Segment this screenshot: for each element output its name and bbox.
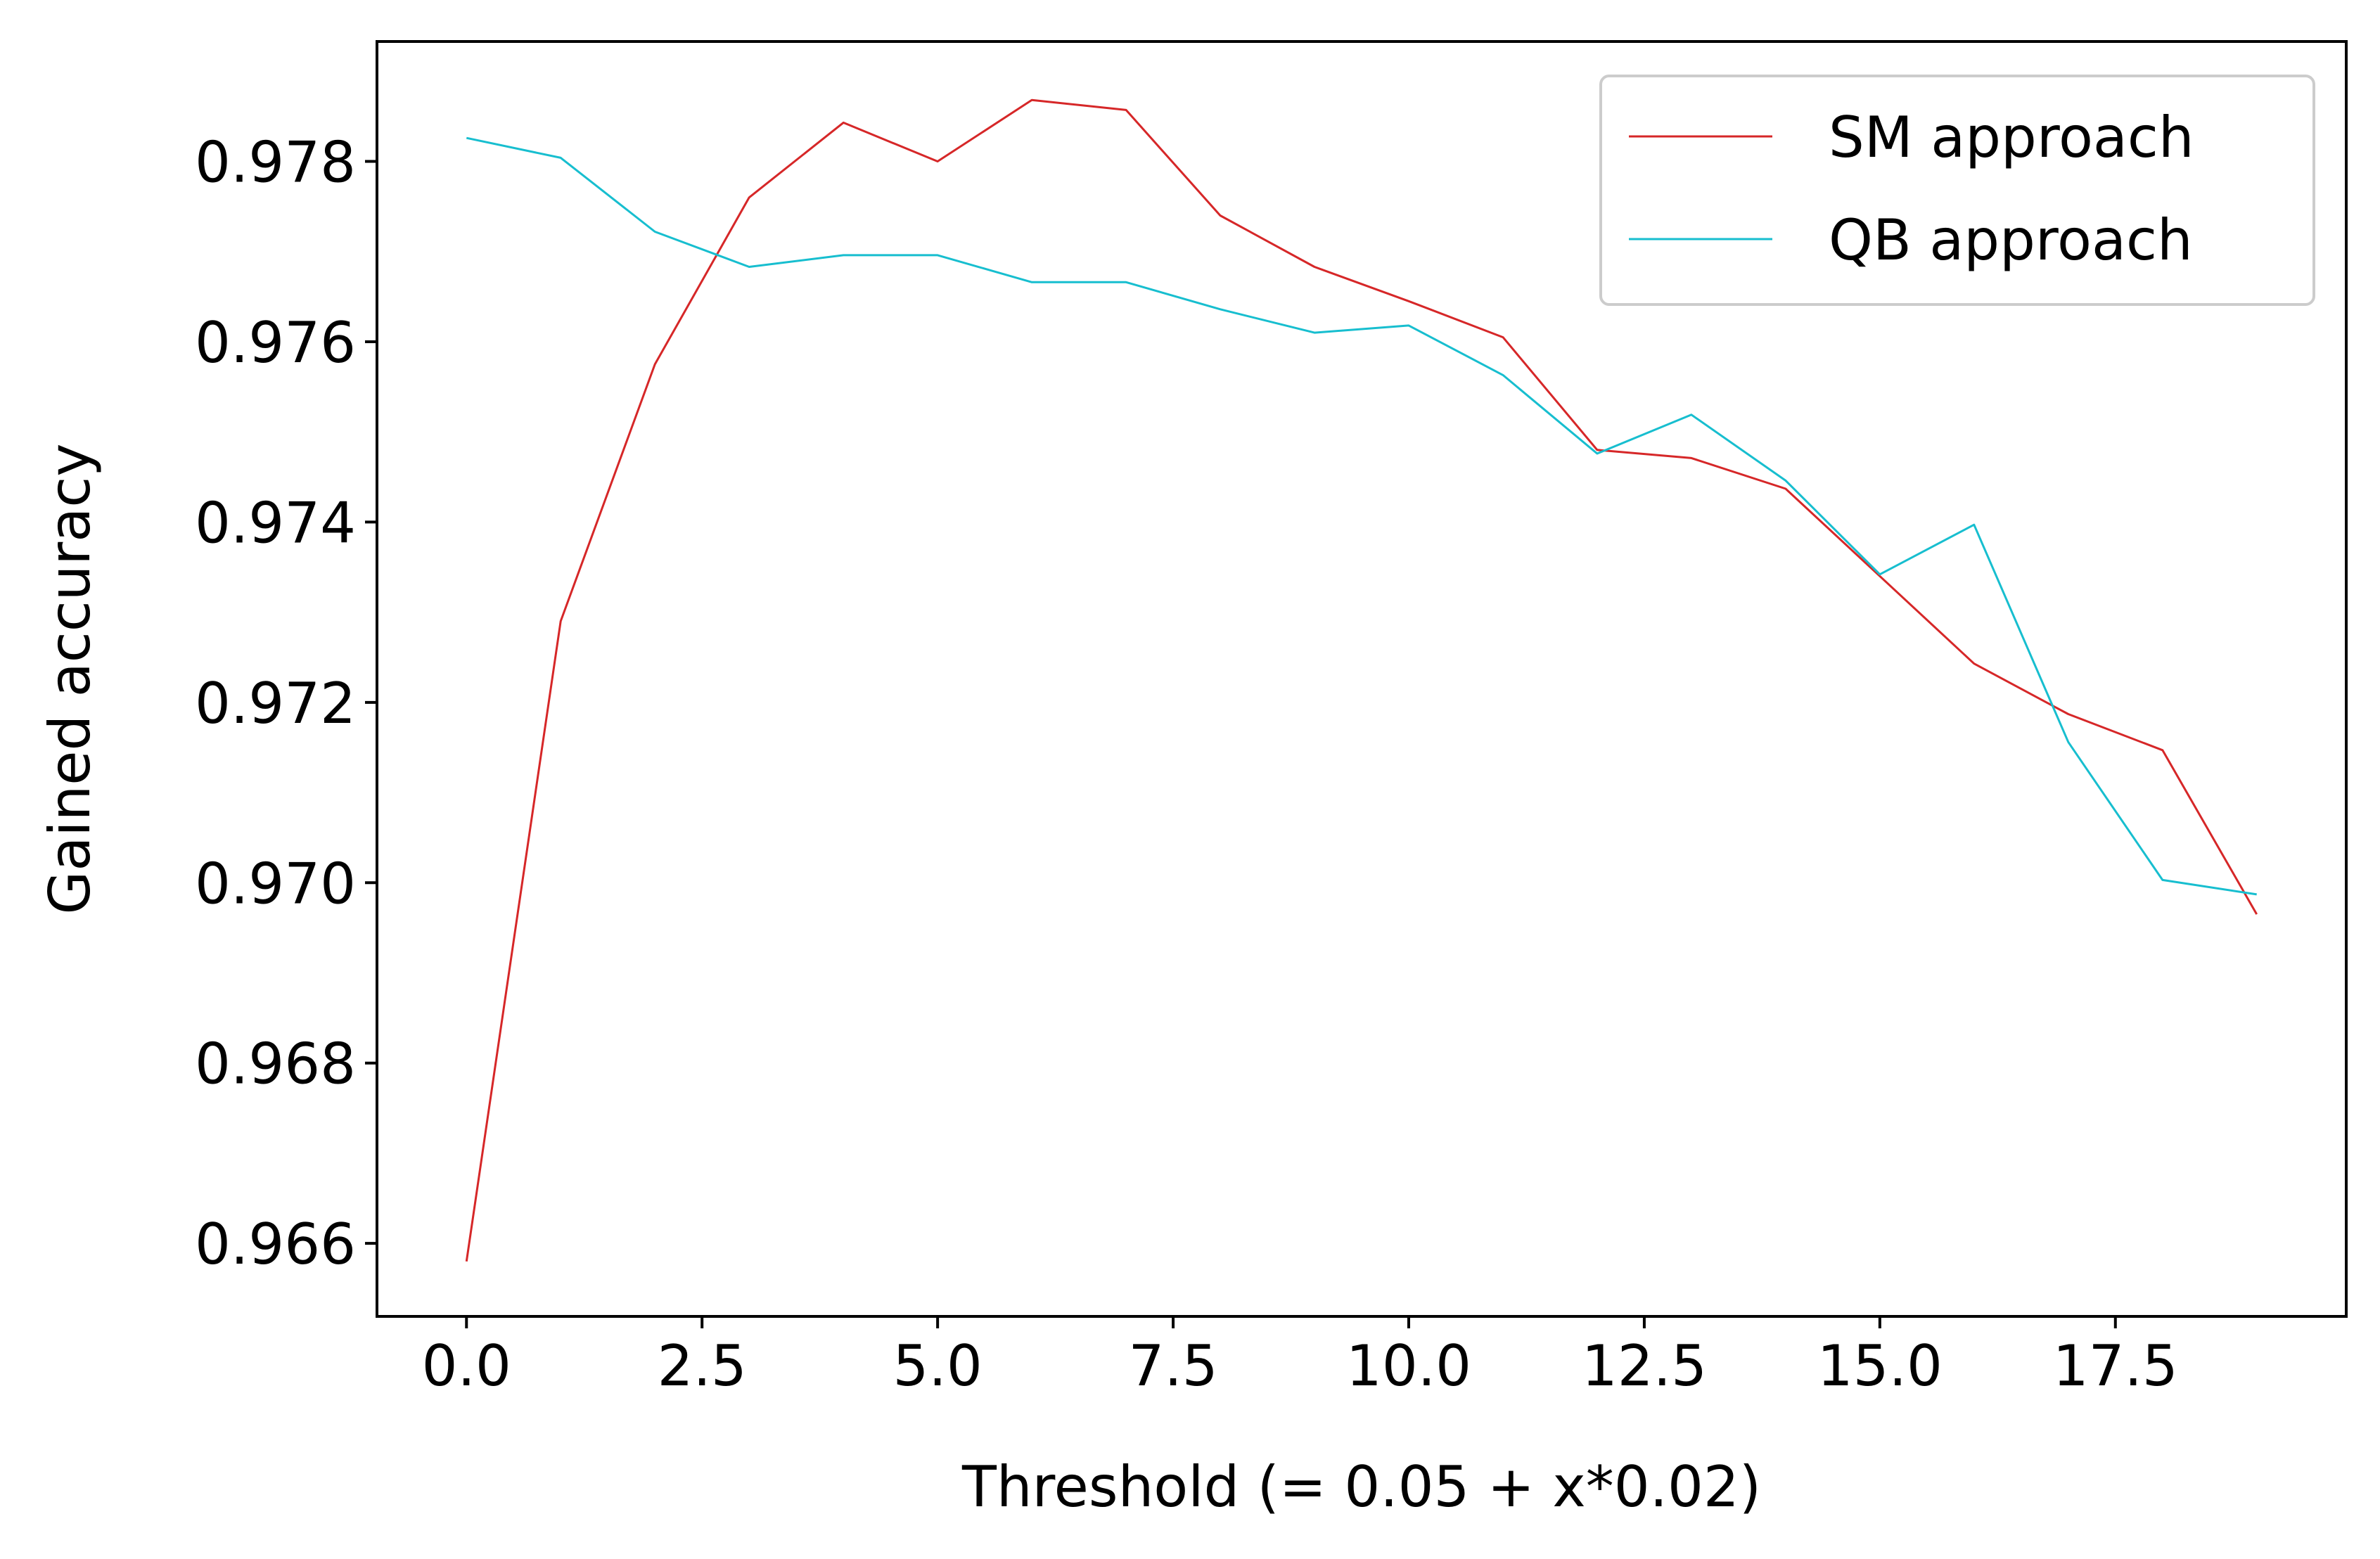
y-tick-label: 0.966	[195, 1212, 356, 1277]
x-tick-label: 5.0	[893, 1333, 983, 1399]
series-line-2	[466, 136, 2257, 896]
y-tick-label: 0.974	[195, 490, 356, 556]
y-axis-ticks: 0.966 0.968 0.970 0.972 0.974 0.976 0.978	[195, 130, 377, 1277]
y-tick-label: 0.968	[195, 1032, 356, 1097]
y-axis-label: Gained accuracy	[37, 443, 103, 914]
series-line-1	[465, 98, 2258, 1262]
y-tick-label: 0.978	[195, 130, 356, 195]
x-tick-label: 15.0	[1817, 1333, 1943, 1399]
x-tick-label: 7.5	[1128, 1333, 1217, 1399]
x-tick-label: 12.5	[1582, 1333, 1707, 1399]
axes-frame	[376, 40, 2348, 1318]
y-tick-label: 0.976	[195, 310, 356, 376]
x-tick-label: 10.0	[1346, 1333, 1471, 1399]
x-tick-label: 17.5	[2053, 1333, 2178, 1399]
legend-box	[1599, 75, 2315, 306]
x-tick-label: 0.0	[422, 1333, 511, 1399]
y-tick-label: 0.972	[195, 671, 356, 736]
x-axis-ticks: 0.0 2.5 5.0 7.5 10.0 12.5 15.0 17.5	[422, 1316, 2178, 1399]
legend-label-1: SM approach	[1829, 105, 2194, 170]
legend: SM approach QB approach	[1599, 75, 2315, 306]
legend-label-2: QB approach	[1829, 207, 2193, 273]
series-lines	[465, 98, 2258, 1262]
y-tick-label: 0.970	[195, 851, 356, 916]
x-tick-label: 2.5	[658, 1333, 747, 1399]
x-axis-label: Threshold (= 0.05 + x*0.02)	[961, 1454, 1761, 1520]
